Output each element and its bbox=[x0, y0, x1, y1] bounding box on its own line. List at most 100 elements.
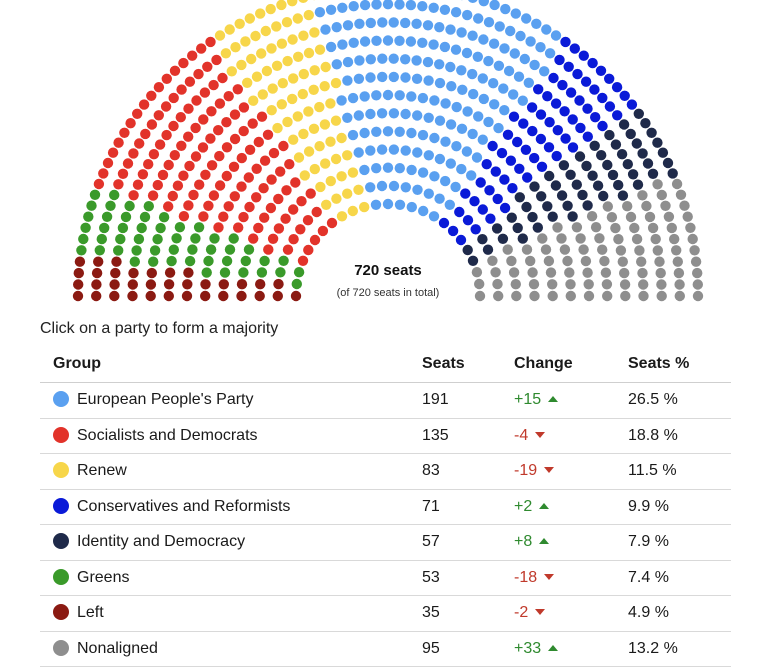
seat-dot bbox=[282, 17, 292, 27]
seat-dot bbox=[544, 171, 554, 181]
seat-dot bbox=[304, 48, 314, 58]
seat-dot bbox=[337, 211, 347, 221]
seat-dot bbox=[634, 109, 644, 119]
seat-dot bbox=[395, 163, 405, 173]
seat-dot bbox=[603, 201, 613, 211]
group-cell: Socialists and Democrats bbox=[40, 418, 422, 454]
seat-dot bbox=[434, 194, 444, 204]
seat-dot bbox=[601, 268, 611, 278]
seat-dot bbox=[248, 96, 258, 106]
seat-dot bbox=[134, 138, 144, 148]
seat-dot bbox=[109, 279, 119, 289]
seat-dot bbox=[521, 13, 531, 23]
group-name: European People's Party bbox=[77, 391, 254, 408]
seat-dot bbox=[537, 162, 547, 172]
seat-dot bbox=[326, 5, 336, 15]
seat-dot bbox=[610, 223, 620, 233]
seat-dot bbox=[672, 179, 682, 189]
seat-dot bbox=[478, 73, 488, 83]
seat-dot bbox=[220, 267, 230, 277]
seat-dot bbox=[529, 153, 539, 163]
seat-dot bbox=[564, 62, 574, 72]
seat-dot bbox=[207, 160, 217, 170]
seat-dot bbox=[499, 105, 509, 115]
seat-dot bbox=[389, 108, 399, 118]
seat-dot bbox=[463, 215, 473, 225]
seat-dot bbox=[118, 169, 128, 179]
party-color-dot bbox=[53, 640, 69, 656]
seat-dot bbox=[164, 291, 174, 301]
seat-dot bbox=[252, 72, 262, 82]
seat-dot bbox=[158, 170, 168, 180]
seat-dot bbox=[233, 222, 243, 232]
arrow-up-icon bbox=[539, 503, 549, 509]
seat-dot bbox=[418, 130, 428, 140]
seat-dot bbox=[456, 235, 466, 245]
seat-dot bbox=[266, 174, 276, 184]
party-table: Group Seats Change Seats % European Peop… bbox=[40, 346, 731, 667]
seat-dot bbox=[284, 159, 294, 169]
seat-dot bbox=[565, 279, 575, 289]
seat-dot bbox=[673, 257, 683, 267]
seat-dot bbox=[128, 148, 138, 158]
seat-dot bbox=[484, 17, 494, 27]
seat-dot bbox=[91, 291, 101, 301]
seat-dot bbox=[236, 60, 246, 70]
percent-cell: 11.5 % bbox=[628, 454, 731, 490]
seat-dot bbox=[596, 66, 606, 76]
seat-dot bbox=[225, 24, 235, 34]
seat-dot bbox=[348, 167, 358, 177]
seat-dot bbox=[233, 84, 243, 94]
seat-dot bbox=[446, 81, 456, 91]
seat-dot bbox=[492, 223, 502, 233]
change-cell: -19 bbox=[514, 454, 628, 490]
seat-dot bbox=[389, 54, 399, 64]
seat-dot bbox=[240, 36, 250, 46]
seat-dot bbox=[389, 72, 399, 82]
seat-dot bbox=[166, 256, 176, 266]
seat-dot bbox=[656, 268, 666, 278]
seat-dot bbox=[128, 190, 138, 200]
seat-dot bbox=[190, 233, 200, 243]
seat-dot bbox=[634, 245, 644, 255]
seat-dot bbox=[499, 174, 509, 184]
seat-dot bbox=[175, 222, 185, 232]
seat-dot bbox=[434, 59, 444, 69]
seat-dot bbox=[692, 268, 702, 278]
seat-dot bbox=[198, 114, 208, 124]
seat-dot bbox=[400, 109, 410, 119]
seat-dot bbox=[651, 234, 661, 244]
seat-dot bbox=[411, 19, 421, 29]
party-color-dot bbox=[53, 569, 69, 585]
seat-dot bbox=[283, 245, 293, 255]
seat-dot bbox=[222, 142, 232, 152]
seat-dot bbox=[527, 267, 537, 277]
seat-dot bbox=[276, 0, 286, 10]
seat-dot bbox=[132, 109, 142, 119]
seat-dot bbox=[575, 123, 585, 133]
seat-dot bbox=[227, 66, 237, 76]
seat-dot bbox=[244, 202, 254, 212]
seat-dot bbox=[551, 98, 561, 108]
seat-dot bbox=[489, 0, 499, 10]
seat-dot bbox=[400, 54, 410, 64]
seat-dot bbox=[429, 133, 439, 143]
seat-dot bbox=[533, 84, 543, 94]
seat-dot bbox=[674, 268, 684, 278]
seat-dot bbox=[478, 135, 488, 145]
seat-dot bbox=[462, 146, 472, 156]
seat-dot bbox=[230, 134, 240, 144]
seat-dot bbox=[148, 190, 158, 200]
seat-dot bbox=[321, 200, 331, 210]
seat-dot bbox=[354, 147, 364, 157]
seat-dot bbox=[618, 257, 628, 267]
seat-dot bbox=[191, 151, 201, 161]
